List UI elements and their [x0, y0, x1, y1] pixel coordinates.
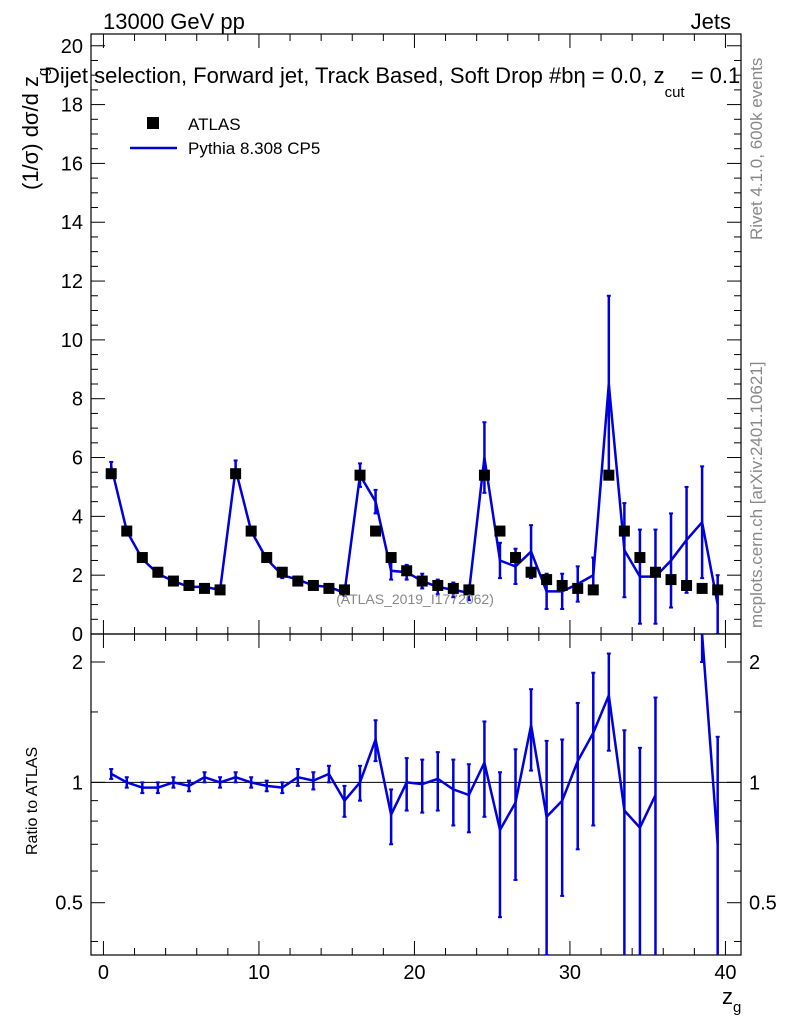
data-point — [556, 579, 568, 591]
ratio-series-line — [700, 634, 719, 845]
category-label: Jets — [691, 9, 731, 34]
data-point — [261, 552, 273, 564]
x-tick-label: 20 — [403, 962, 425, 984]
title-cut-sub: cut — [665, 84, 686, 101]
ratio-tick-label-right: 2 — [749, 652, 760, 674]
y-tick-label: 10 — [61, 330, 83, 352]
ratio-y-axis-label: Ratio to ATLAS — [24, 747, 41, 855]
data-point — [152, 566, 164, 578]
x-axis-label-sub: g — [733, 999, 741, 1016]
y-tick-label: 8 — [72, 389, 83, 411]
ratio-tick-label-left: 0.5 — [55, 893, 83, 915]
ratio-panel: 0 10 20 30 40 0.5 0.5 1 1 2 2 — [55, 633, 777, 984]
y-tick-label: 18 — [61, 95, 83, 117]
data-point — [416, 575, 428, 587]
x-tick-label: 0 — [98, 962, 109, 984]
data-point — [338, 584, 350, 596]
legend-mc-label: Pythia 8.308 CP5 — [188, 139, 320, 158]
legend: ATLAS Pythia 8.308 CP5 — [130, 115, 320, 158]
x-tick-label: 10 — [248, 962, 270, 984]
ratio-frame — [90, 633, 742, 956]
x-tick-label: 40 — [714, 962, 736, 984]
data-point — [681, 579, 693, 591]
data-point — [401, 565, 413, 577]
x-axis-label: zg — [722, 984, 741, 1016]
data-point — [385, 552, 397, 564]
mc-series-line — [109, 383, 719, 605]
data-point — [199, 582, 211, 594]
x-tick-label: 30 — [559, 962, 581, 984]
data-point — [105, 468, 117, 480]
data-point — [370, 525, 382, 537]
data-point — [167, 575, 179, 587]
data-point — [323, 582, 335, 594]
data-point — [494, 525, 506, 537]
chart-marks — [105, 294, 724, 955]
data-point — [712, 584, 724, 596]
rivet-label: Rivet 4.1.0, 600k events — [747, 58, 766, 240]
y-axis-label-sub: g — [35, 68, 52, 76]
data-point — [121, 525, 133, 537]
data-point — [447, 582, 459, 594]
data-point — [634, 552, 646, 564]
data-point — [214, 584, 226, 596]
y-tick-label: 20 — [61, 36, 83, 58]
data-point — [136, 552, 148, 564]
mcplots-label: mcplots.cern.ch [arXiv:2401.10621] — [747, 362, 766, 628]
y-tick-label: 0 — [72, 624, 83, 646]
data-point — [572, 582, 584, 594]
y-tick-label: 4 — [72, 506, 83, 528]
y-tick-label: 12 — [61, 271, 83, 293]
ratio-series-line — [110, 690, 657, 834]
data-point — [696, 582, 708, 594]
y-tick-label: 16 — [61, 153, 83, 175]
data-point — [618, 525, 630, 537]
ratio-tick-label-left: 1 — [72, 772, 83, 794]
data-point — [230, 468, 242, 480]
data-point — [354, 469, 366, 481]
energy-label: 13000 GeV pp — [103, 9, 245, 34]
y-tick-label: 6 — [72, 448, 83, 470]
data-point — [665, 574, 677, 586]
data-point — [478, 469, 490, 481]
legend-data-label: ATLAS — [188, 115, 241, 134]
analysis-watermark: (ATLAS_2019_I1772062) — [336, 591, 494, 607]
x-axis-label-main: z — [722, 984, 733, 1009]
data-point — [603, 469, 615, 481]
data-point — [276, 566, 288, 578]
data-point — [292, 575, 304, 587]
y-tick-label: 2 — [72, 565, 83, 587]
y-axis-label-main: (1/σ) dσ/d z — [18, 76, 43, 190]
ratio-series-group — [109, 634, 720, 955]
title-main: Dijet selection, Forward jet, Track Base… — [44, 63, 573, 88]
data-point — [525, 566, 537, 578]
main-series-group — [105, 294, 724, 634]
data-point — [463, 584, 475, 596]
title-eta: η = 0.0, z — [573, 63, 664, 88]
ratio-tick-label-right: 0.5 — [749, 893, 777, 915]
data-point — [541, 574, 553, 586]
ratio-tick-label-left: 2 — [72, 652, 83, 674]
data-point — [245, 525, 257, 537]
y-axis-label: (1/σ) dσ/d zg — [18, 68, 52, 190]
data-point — [587, 584, 599, 596]
legend-data-marker — [147, 117, 159, 129]
data-point — [510, 552, 522, 564]
title-tail: = 0.1 — [685, 63, 741, 88]
data-point — [307, 579, 319, 591]
y-tick-label: 14 — [61, 212, 83, 234]
data-point — [649, 566, 661, 578]
ratio-tick-label-right: 1 — [749, 772, 760, 794]
data-point — [432, 579, 444, 591]
data-point — [183, 579, 195, 591]
plot-title: Dijet selection, Forward jet, Track Base… — [44, 63, 740, 101]
